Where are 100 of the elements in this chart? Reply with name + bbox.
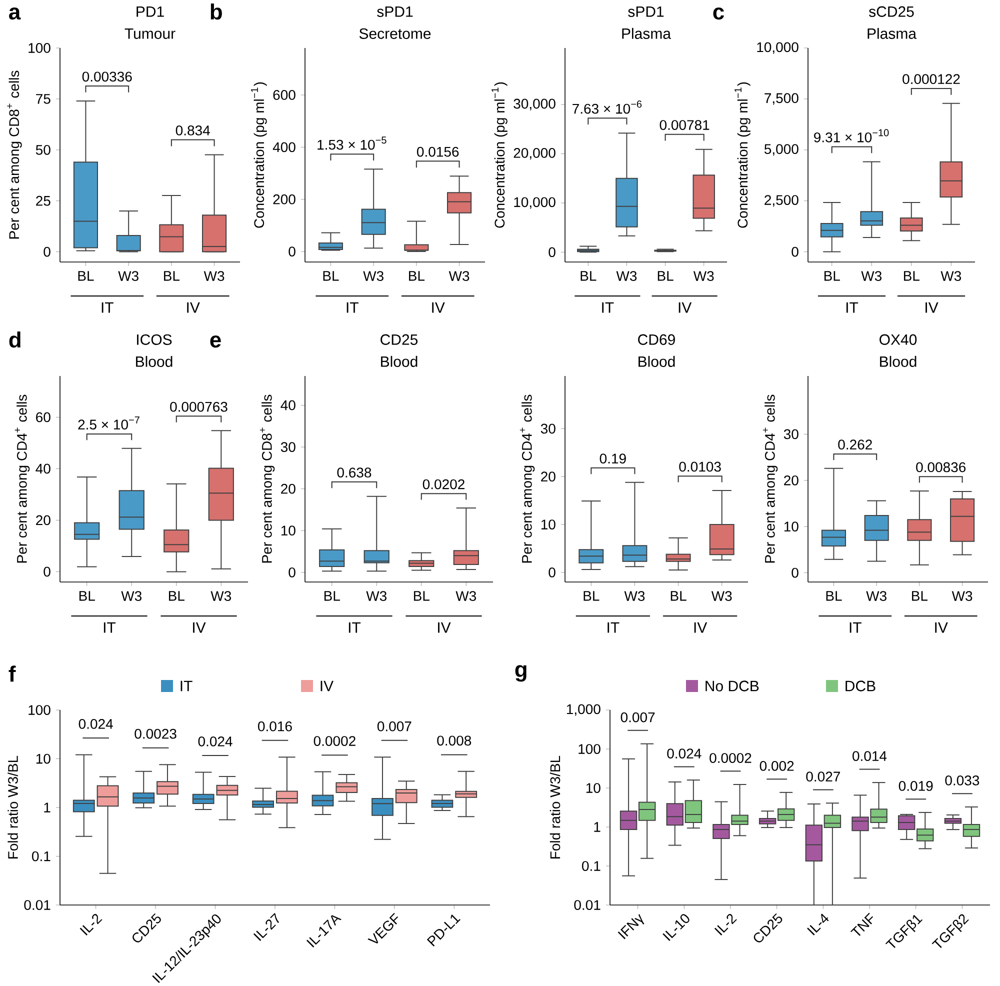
- x-tick-label: IL-2: [80, 914, 102, 936]
- text: IV: [926, 302, 938, 313]
- y-tick-label: 10: [281, 526, 296, 536]
- y-tick-label: 200: [273, 194, 296, 204]
- annotation: 0.019: [898, 781, 933, 791]
- x-tick-label: BL: [826, 591, 842, 601]
- y-tick-label: 10: [586, 783, 600, 793]
- legend-label: No DCB: [706, 680, 759, 692]
- annotation: 0.00836: [916, 462, 966, 472]
- y-tick-label: 0.01: [574, 900, 600, 910]
- x-tick-label: IL-2: [714, 914, 737, 936]
- x-tick-label: W3: [616, 271, 637, 281]
- annotation: 0.000122: [902, 74, 960, 84]
- chart-title: sCD25: [868, 6, 914, 17]
- y-tick-label: 400: [272, 142, 296, 152]
- annotation: 0.008: [437, 736, 472, 746]
- x-tick-label: BL: [324, 591, 340, 601]
- annotation: 2.5 × 10$^{−7}$: [78, 416, 140, 430]
- annotation: 0.262: [838, 440, 872, 450]
- y-tick-label: 7,500: [764, 93, 798, 105]
- y-tick-label: 20: [784, 475, 798, 486]
- x-tick-label: W3: [940, 271, 962, 281]
- y-tick-label: 10: [36, 754, 50, 764]
- x-tick-label: BL: [824, 271, 840, 281]
- chart-subtitle: Secretome: [359, 28, 431, 39]
- y-tick-label: 10: [541, 520, 556, 530]
- legend-label: IT: [180, 680, 192, 692]
- annotation: 1.53 × 10$^{−5}$: [318, 136, 386, 150]
- x-tick-label: BL: [904, 271, 920, 281]
- x-tick-label: W3: [448, 271, 470, 281]
- y-tick-label: 5,000: [764, 144, 798, 156]
- annotation: 0.007: [620, 712, 655, 722]
- chart-title: CD69: [638, 334, 675, 345]
- y-tick-label: 2,500: [764, 195, 798, 207]
- y-tick-label: 75: [36, 94, 50, 104]
- x-tick-label: IL-4: [807, 914, 829, 936]
- text: c: [713, 8, 724, 20]
- y-axis-title: Fold ratio W3/BL: [550, 756, 560, 858]
- y-tick-label: 50: [36, 144, 50, 155]
- text: IT: [102, 302, 114, 313]
- y-tick-label: 60: [36, 412, 50, 422]
- chart-subtitle: Plasma: [868, 28, 917, 39]
- y-tick-label: 1,000: [566, 704, 600, 716]
- annotation: 0.00336: [82, 72, 132, 82]
- legend-label: IV: [320, 680, 334, 692]
- text: d: [9, 331, 20, 348]
- text: IT: [850, 622, 862, 633]
- y-tick-label: 100: [28, 705, 50, 715]
- text: IV: [935, 622, 948, 633]
- y-tick-label: 20: [541, 472, 556, 482]
- annotation: 0.0156: [416, 146, 459, 157]
- x-tick-label: W3: [210, 591, 232, 601]
- x-tick-label: BL: [323, 271, 339, 281]
- text: IV: [438, 622, 451, 633]
- y-tick-label: 0.01: [24, 900, 50, 910]
- y-tick-label: 0: [792, 246, 798, 257]
- y-tick-label: 0.1: [582, 861, 600, 871]
- x-tick-label: BL: [912, 591, 928, 601]
- y-tick-label: 0: [792, 568, 798, 578]
- y-tick-label: 0: [288, 246, 296, 256]
- y-tick-label: 10,000: [757, 42, 798, 54]
- annotation: 0.002: [760, 761, 794, 771]
- x-tick-label: TNF: [850, 912, 874, 936]
- legend-label: DCB: [846, 680, 876, 692]
- x-tick-label: BL: [409, 271, 425, 281]
- y-tick-label: 0: [288, 567, 296, 578]
- x-tick-label: W3: [363, 271, 384, 281]
- text: IT: [346, 302, 358, 313]
- text: b: [210, 3, 222, 20]
- annotation: 0.0002: [314, 736, 356, 746]
- text: IT: [608, 622, 620, 633]
- x-tick-label: W3: [693, 271, 714, 281]
- annotation: 0.014: [852, 751, 887, 761]
- y-tick-label: 0: [44, 246, 50, 257]
- text: IV: [187, 302, 200, 313]
- annotation: 7.63 × 10$^{−6}$: [572, 100, 642, 114]
- annotation: 0.024: [198, 736, 232, 746]
- x-tick-label: W3: [711, 591, 732, 601]
- text: IT: [104, 622, 116, 633]
- y-tick-label: 20,000: [514, 148, 556, 160]
- y-tick-label: 30: [540, 424, 556, 434]
- y-tick-label: 600: [273, 90, 296, 100]
- annotation: 0.033: [945, 776, 980, 786]
- y-tick-label: 30,000: [514, 98, 556, 110]
- text: IV: [694, 622, 708, 633]
- text: a: [9, 8, 21, 20]
- text: IT: [846, 302, 858, 313]
- x-tick-label: BL: [168, 591, 184, 601]
- annotation: 0.19: [600, 454, 626, 464]
- annotation: 0.027: [806, 772, 840, 782]
- annotation: 0.638: [337, 468, 372, 478]
- chart-subtitle: Blood: [136, 356, 172, 367]
- annotation: 0.834: [176, 126, 210, 136]
- annotation: 0.0103: [679, 462, 721, 472]
- x-tick-label: W3: [118, 271, 138, 281]
- x-tick-label: W3: [861, 271, 882, 281]
- x-tick-label: BL: [78, 271, 94, 281]
- x-tick-label: BL: [79, 591, 95, 601]
- text: IT: [602, 302, 614, 313]
- y-tick-label: 20: [36, 515, 50, 526]
